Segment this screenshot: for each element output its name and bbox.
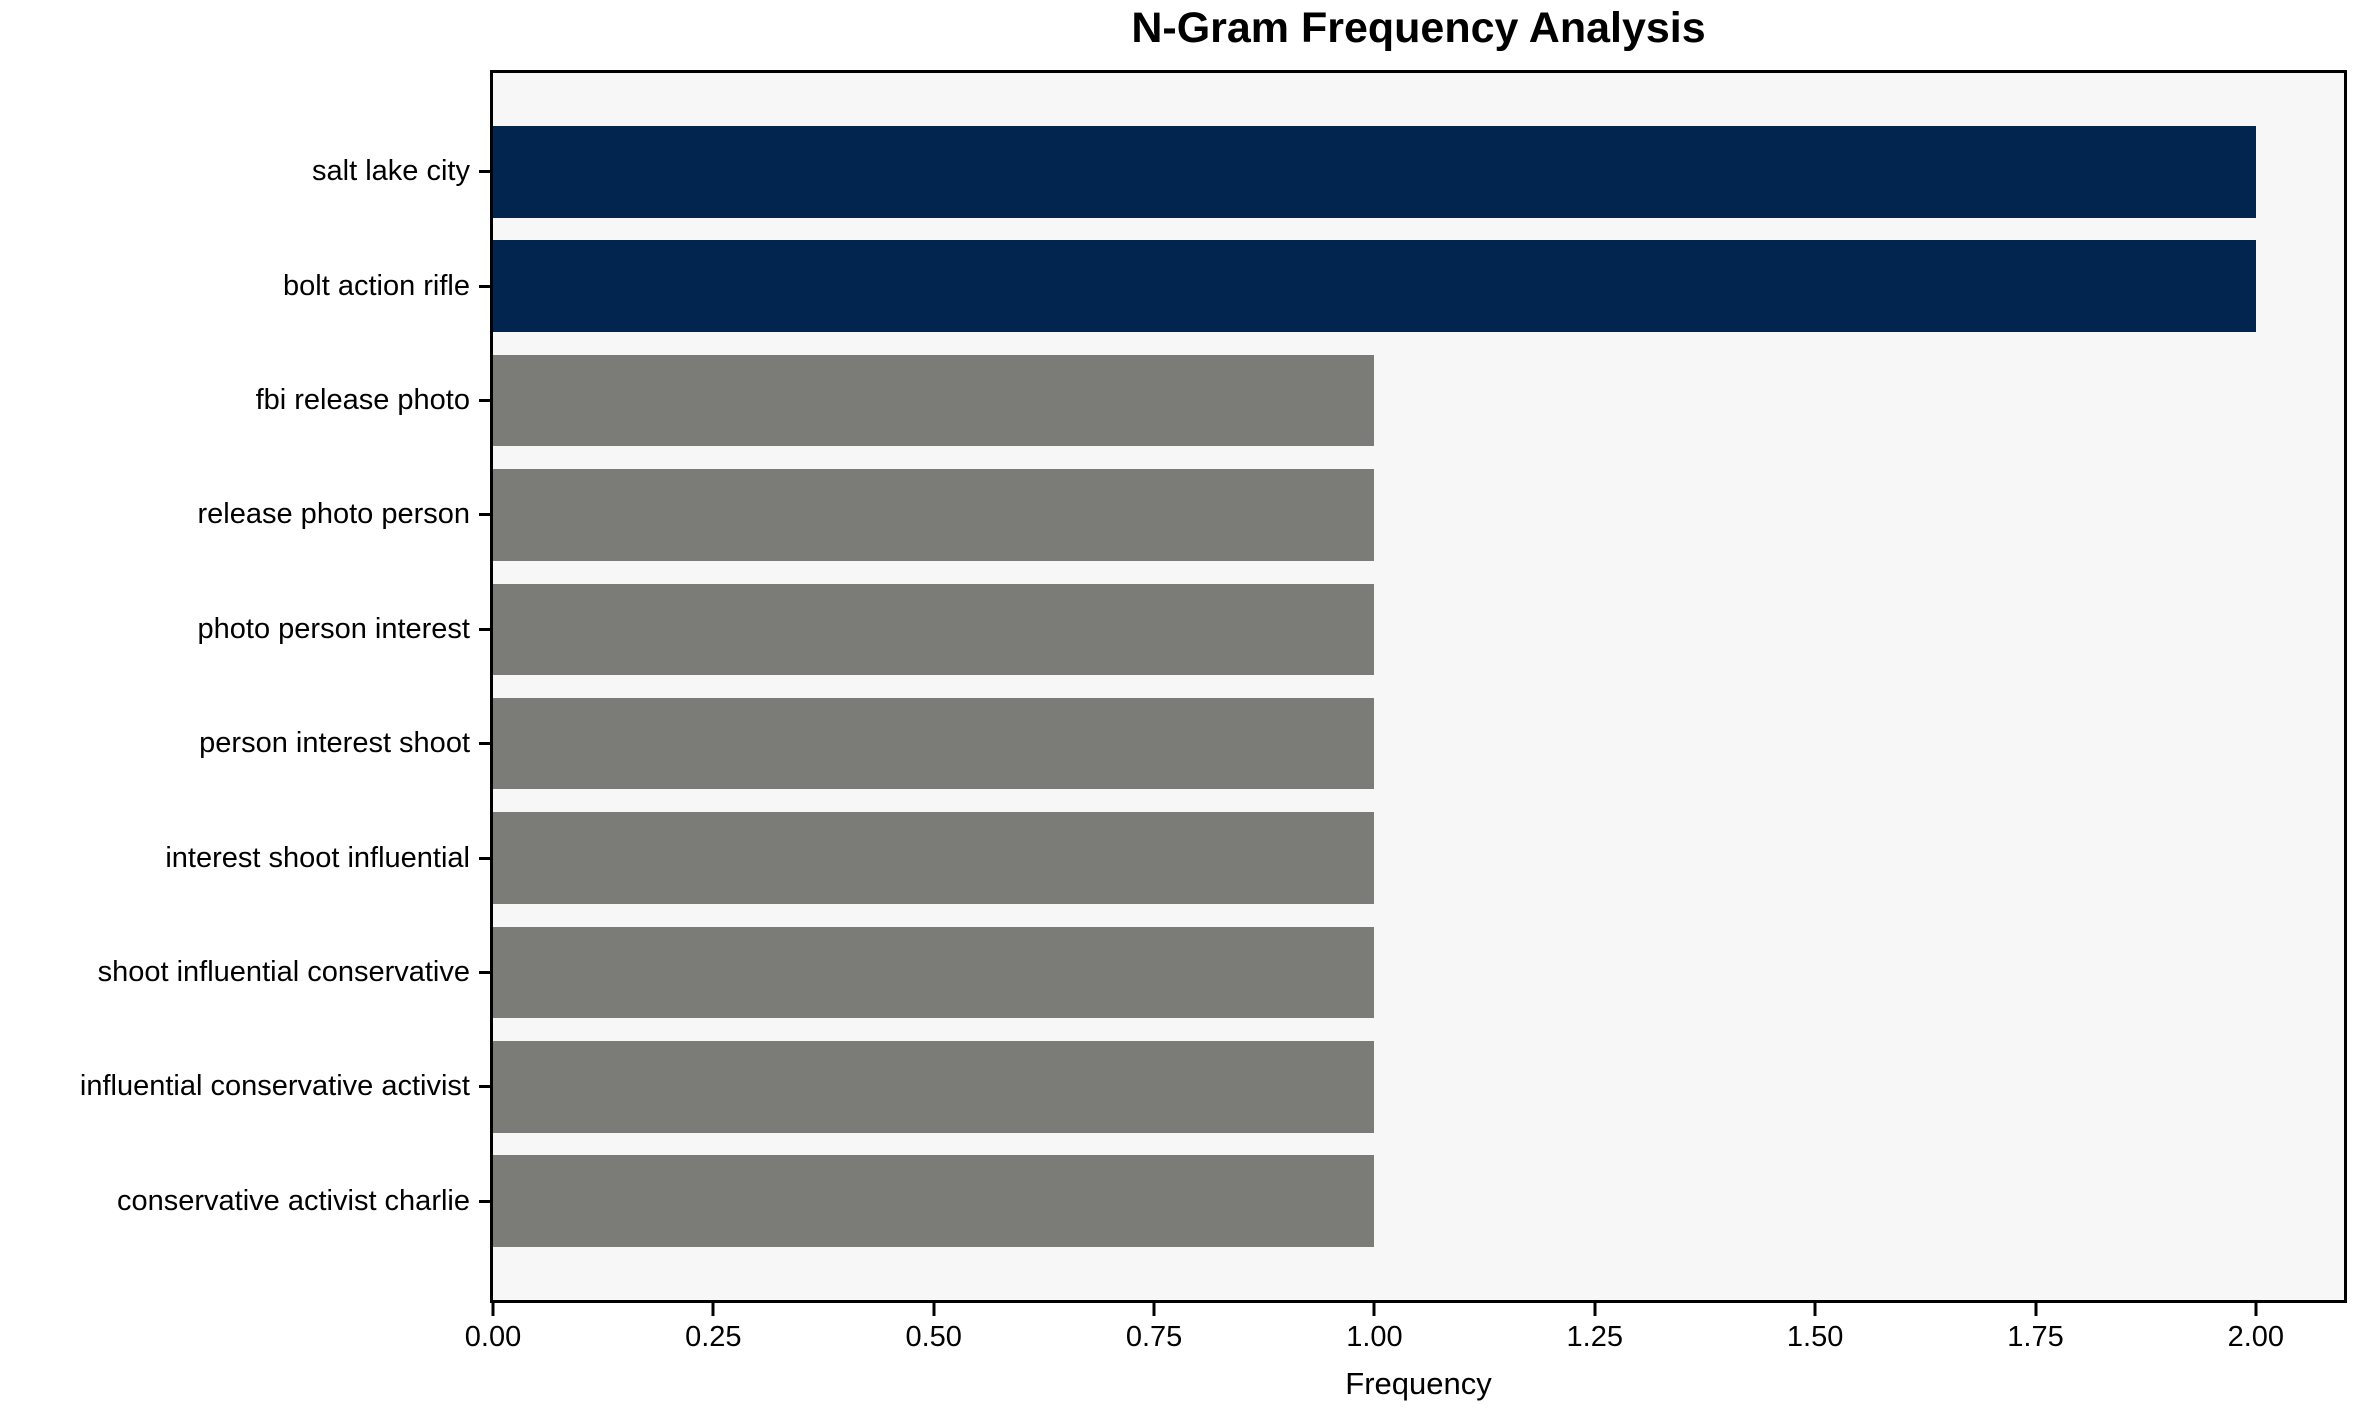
x-tick-mark: [2254, 1303, 2258, 1316]
y-tick-mark: [479, 1085, 490, 1089]
y-tick-row: fbi release photo: [0, 355, 490, 447]
bar: [493, 926, 1375, 1019]
plot-area: [490, 70, 2347, 1303]
y-tick-mark: [479, 627, 490, 631]
y-tick-mark: [479, 284, 490, 288]
x-tick-mark: [711, 1303, 715, 1316]
bar: [493, 697, 1375, 790]
bar-row: [493, 354, 2344, 447]
y-tick-mark: [479, 170, 490, 174]
y-tick-mark: [479, 513, 490, 517]
y-tick-mark: [479, 970, 490, 974]
y-tick-mark: [479, 1199, 490, 1203]
y-tick-row: photo person interest: [0, 584, 490, 676]
bar: [493, 240, 2256, 332]
chart-title: N-Gram Frequency Analysis: [1131, 4, 1706, 52]
y-tick-label: fbi release photo: [255, 384, 470, 416]
bar: [493, 583, 1375, 675]
x-tick-mark: [2034, 1303, 2037, 1316]
bar-row: [493, 583, 2344, 675]
y-tick-mark: [479, 856, 490, 860]
x-tick-label: 0.75: [1125, 1321, 1183, 1353]
y-tick-row: influential conservative activist: [0, 1041, 490, 1133]
bar: [493, 812, 1375, 904]
x-tick-mark: [1372, 1303, 1376, 1316]
bar-row: [493, 697, 2344, 790]
bar-row: [493, 1041, 2344, 1133]
y-tick-mark: [479, 399, 490, 402]
bar: [493, 126, 2256, 218]
bar: [493, 1041, 1375, 1133]
y-tick-row: release photo person: [0, 469, 490, 561]
y-tick-label: photo person interest: [197, 612, 470, 645]
bar: [493, 1155, 1375, 1247]
x-tick-label: 1.50: [1786, 1321, 1844, 1353]
bar: [493, 469, 1375, 561]
y-tick-label: conservative activist charlie: [117, 1184, 470, 1217]
bar: [493, 354, 1375, 447]
y-tick-mark: [479, 742, 490, 746]
x-tick-mark: [1813, 1303, 1817, 1316]
x-tick-label: 0.50: [905, 1321, 962, 1353]
bar-row: [493, 126, 2344, 218]
y-axis-labels: salt lake city bolt action rifle fbi relea…: [0, 126, 490, 1247]
bar-row: [493, 469, 2344, 561]
y-tick-label: bolt action rifle: [283, 269, 470, 302]
y-tick-row: conservative activist charlie: [0, 1155, 490, 1247]
x-tick-mark: [1593, 1303, 1597, 1316]
x-tick-mark: [1152, 1303, 1156, 1316]
bar-row: [493, 926, 2344, 1019]
y-tick-row: bolt action rifle: [0, 240, 490, 332]
x-tick-mark: [491, 1303, 495, 1316]
y-tick-label: salt lake city: [312, 155, 470, 188]
y-tick-label: influential conservative activist: [79, 1070, 470, 1103]
x-tick-label: 1.00: [1346, 1321, 1403, 1353]
y-tick-row: person interest shoot: [0, 698, 490, 790]
bar-row: [493, 812, 2344, 904]
bar-row: [493, 1155, 2344, 1247]
x-tick-mark: [932, 1303, 936, 1316]
y-tick-row: interest shoot influential: [0, 812, 490, 904]
x-tick-label: 0.00: [464, 1321, 522, 1353]
x-axis-label: Frequency: [1345, 1366, 1492, 1401]
x-tick-label: 1.25: [1566, 1321, 1624, 1353]
x-tick-label: 2.00: [2227, 1321, 2285, 1353]
x-tick-label: 0.25: [685, 1321, 742, 1353]
y-tick-label: interest shoot influential: [165, 841, 470, 874]
y-tick-label: person interest shoot: [199, 727, 470, 760]
y-tick-row: salt lake city: [0, 126, 490, 218]
bar-row: [493, 240, 2344, 332]
bars-container: [493, 126, 2344, 1247]
y-tick-label: release photo person: [197, 498, 470, 531]
y-tick-row: shoot influential conservative: [0, 927, 490, 1019]
y-tick-label: shoot influential conservative: [97, 955, 470, 988]
x-axis-ticks: 0.00 0.25 0.50 0.75 1.00 1.25 1.50 1.75 2.00: [465, 1303, 2344, 1363]
x-tick-label: 1.75: [2007, 1321, 2064, 1353]
